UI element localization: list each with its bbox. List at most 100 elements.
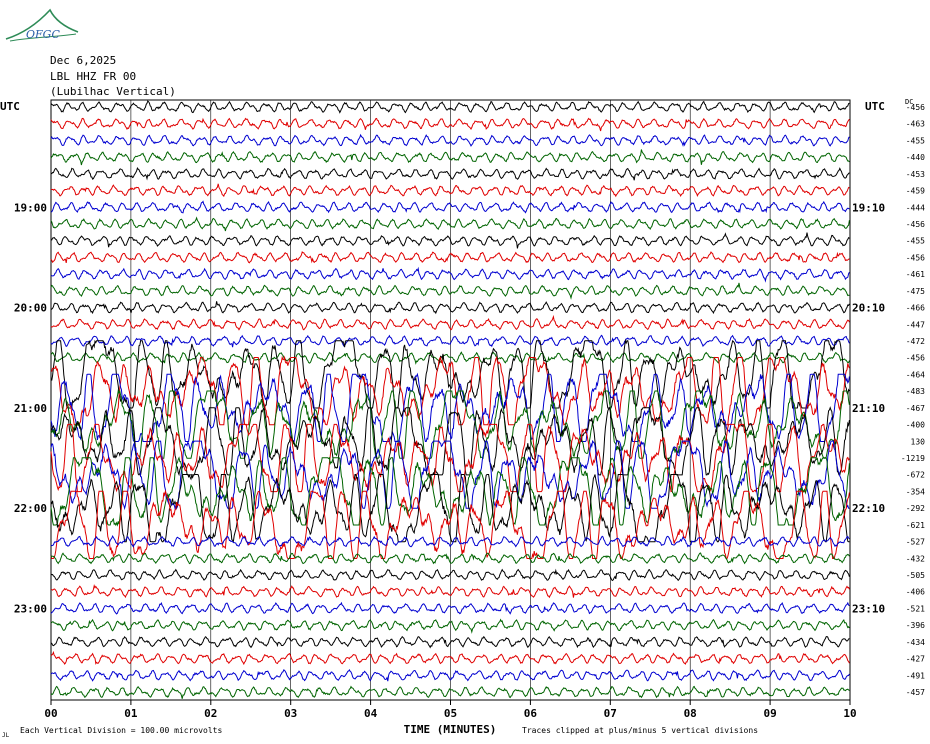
trace-row [50,534,850,548]
dc-offset-label: -292 [906,504,925,513]
dc-offset-label: -467 [906,404,925,413]
trace-row [50,149,850,166]
dc-offset-label: -457 [906,688,925,697]
clip-note: Traces clipped at plus/minus 5 vertical … [522,726,758,735]
dc-offset-label: -672 [906,471,925,480]
dc-offset-label: -396 [906,621,925,630]
trace-row [50,334,850,348]
trace-row [50,314,850,331]
dc-offset-label: -463 [906,120,925,129]
logo-text: OFGC [26,28,60,41]
location-label: (Lubilhac Vertical) [50,85,176,98]
trace-row [50,473,850,543]
dc-offset-label: -491 [906,671,925,680]
trace-row [50,650,850,666]
trace-row [51,583,850,599]
x-tick-label: 06 [524,707,538,720]
hour-label-left: 23:00 [14,602,47,615]
x-tick-label: 05 [444,707,457,720]
hour-label-right: 23:10 [852,602,885,615]
station-label: LBL HHZ FR 00 [50,70,137,83]
hour-label-left: 19:00 [14,201,47,214]
trace-row [50,117,850,132]
dc-offset-label: -466 [906,304,925,313]
hour-label-right: 21:10 [852,402,885,415]
scale-note: Each Vertical Division = 100.00 microvol… [20,726,222,735]
dc-offset-label: -472 [906,337,925,346]
dc-offset-label: -455 [906,136,925,145]
trace-row [50,200,850,214]
trace-row [50,489,850,560]
dc-offset-label: -400 [906,421,925,430]
dc-offset-label: -455 [906,237,925,246]
dc-offset-label: -406 [906,588,925,597]
dc-offset-label: -475 [906,287,925,296]
dc-offset-label: -483 [906,387,925,396]
trace-row [50,389,850,460]
trace-row [50,216,850,232]
trace-row [50,601,850,615]
trace-row [50,635,850,649]
trace-row [50,422,850,493]
x-axis-title: TIME (MINUTES) [404,723,497,736]
dc-offset-label: -456 [906,354,925,363]
trace-row [50,668,850,682]
dc-offset-label: -505 [906,571,925,580]
trace-row [50,685,850,699]
dc-offset-label: -1219 [901,454,925,463]
trace-row [51,338,850,410]
x-tick-label: 01 [124,707,138,720]
trace-row [50,266,850,283]
trace-row [50,456,850,527]
trace-row [50,618,850,634]
dc-offset-label: -456 [906,103,925,112]
dc-offset-label: -354 [906,487,925,496]
dc-offset-label: -621 [906,521,925,530]
right-tz-label: UTC [865,100,885,113]
dc-offset-label: -456 [906,220,925,229]
dc-offset-label: -527 [906,538,925,547]
trace-row [50,232,850,249]
hour-label-right: 19:10 [852,201,885,214]
trace-row [50,439,850,511]
x-tick-label: 02 [204,707,217,720]
x-tick-label: 03 [284,707,297,720]
hour-label-left: 20:00 [14,302,47,315]
trace-row [50,100,850,114]
x-tick-label: 07 [604,707,617,720]
hour-label-left: 21:00 [14,402,47,415]
logo: OFGC [2,4,82,44]
dc-offset-label: -434 [906,638,925,647]
dc-offset-label: -444 [906,203,925,212]
left-tz-label: UTC [0,100,20,113]
x-tick-label: 10 [843,707,856,720]
hour-label-left: 22:00 [14,502,47,515]
logo-swoosh-icon [5,8,79,42]
trace-row [50,351,850,365]
dc-header-label: DC [905,98,913,106]
hour-label-right: 20:10 [852,302,885,315]
hour-label-right: 22:10 [852,502,885,515]
trace-row [50,282,850,300]
footer-mark: JL [2,732,10,739]
dc-offset-label: -521 [906,604,925,613]
dc-offset-label: -456 [906,253,925,262]
dc-offset-label: -440 [906,153,925,162]
dc-offset-label: -432 [906,554,925,563]
x-tick-label: 08 [684,707,697,720]
dc-offset-label: -427 [906,655,925,664]
trace-row [50,133,850,147]
x-tick-label: 00 [44,707,57,720]
trace-row [50,355,850,426]
trace-row [51,166,850,181]
dc-offset-label: -461 [906,270,925,279]
dc-offset-label: -453 [906,170,925,179]
trace-row [50,568,850,582]
trace-row [50,552,850,565]
x-tick-label: 04 [364,707,378,720]
date-label: Dec 6,2025 [50,54,117,67]
dc-offset-label: -459 [906,187,925,196]
trace-row [50,301,850,315]
dc-offset-label: -447 [906,320,925,329]
